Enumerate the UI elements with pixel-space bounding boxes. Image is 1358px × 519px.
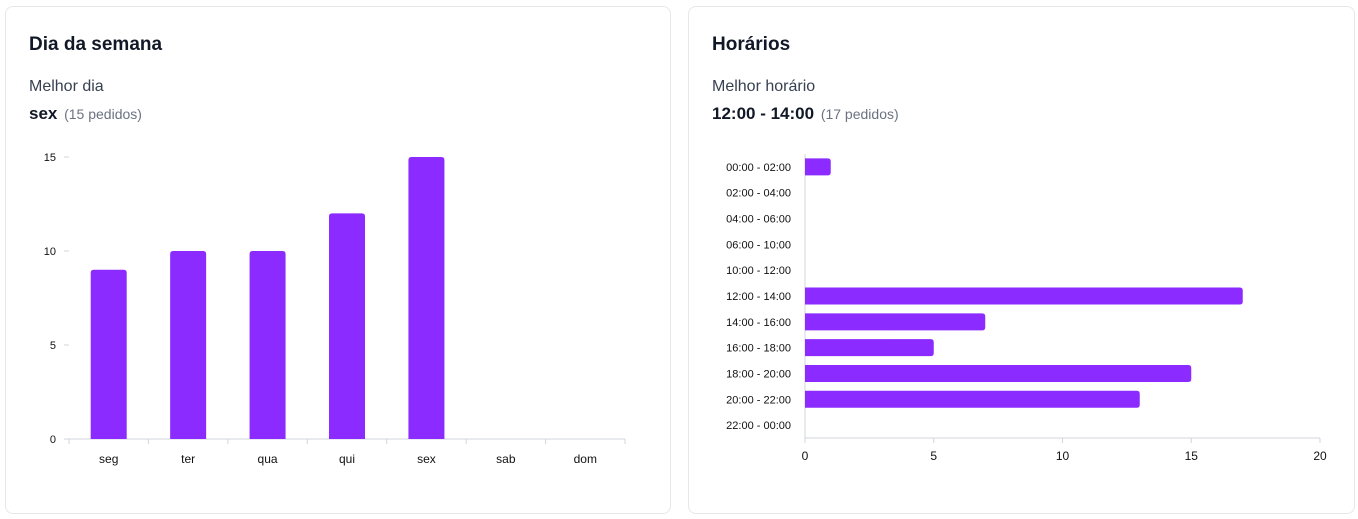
bar-hour bbox=[805, 364, 1192, 382]
y-axis-tick-label: 5 bbox=[50, 340, 56, 352]
bar-hour bbox=[805, 339, 934, 357]
best-day-count: (15 pedidos) bbox=[64, 106, 142, 122]
x-axis-tick-label: 10 bbox=[1056, 449, 1070, 463]
x-axis-tick-label: 0 bbox=[802, 449, 809, 463]
hours-card-title: Horários bbox=[712, 34, 791, 55]
y-axis-tick-label: 15 bbox=[44, 152, 56, 164]
best-day-value: sex (15 pedidos) bbox=[29, 104, 142, 124]
x-axis-tick-label: qua bbox=[258, 452, 278, 466]
y-axis-tick-label: 16:00 - 18:00 bbox=[726, 343, 791, 355]
bar-qui bbox=[329, 213, 365, 439]
bar-hour bbox=[805, 158, 831, 176]
bar-qua bbox=[249, 251, 286, 439]
y-axis-tick-label: 12:00 - 14:00 bbox=[726, 291, 791, 303]
x-axis-tick-label: qui bbox=[339, 452, 355, 466]
x-axis-tick-label: 15 bbox=[1185, 449, 1199, 463]
best-hour-value: 12:00 - 14:00 (17 pedidos) bbox=[712, 104, 899, 124]
hours-card: Horários Melhor horário 12:00 - 14:00 (1… bbox=[688, 6, 1355, 514]
x-axis-tick-label: 20 bbox=[1313, 449, 1327, 463]
days-bar-chart: 0 5 10 15 seg ter qua qui sex sab dom bbox=[44, 152, 626, 466]
y-axis-tick-label: 02:00 - 04:00 bbox=[726, 188, 791, 200]
days-card: Dia da semana Melhor dia sex (15 pedidos… bbox=[5, 6, 671, 514]
x-axis-tick-label: seg bbox=[99, 452, 118, 466]
x-axis-tick-label: 5 bbox=[930, 449, 937, 463]
x-axis-tick-label: dom bbox=[574, 452, 597, 466]
best-hour-range: 12:00 - 14:00 bbox=[712, 104, 815, 123]
y-axis-tick-label: 00:00 - 02:00 bbox=[726, 162, 791, 174]
bar-hour bbox=[805, 313, 986, 331]
bar-hour bbox=[805, 390, 1140, 408]
y-axis-tick-label: 0 bbox=[50, 434, 56, 446]
x-axis-tick-label: sex bbox=[417, 452, 436, 466]
best-day-label: Melhor dia bbox=[29, 78, 104, 95]
best-hour-label: Melhor horário bbox=[712, 78, 816, 95]
bar-hour bbox=[805, 287, 1243, 305]
y-axis-tick-label: 04:00 - 06:00 bbox=[726, 214, 791, 226]
x-axis-tick-label: sab bbox=[496, 452, 516, 466]
hours-bar-chart: 0 5 10 15 20 00:00 - 02:00 02:00 - 04:00 04:00 … bbox=[726, 154, 1327, 463]
x-axis-tick-label: ter bbox=[181, 452, 195, 466]
y-axis-tick-label: 10 bbox=[44, 246, 56, 258]
y-axis-tick-label: 22:00 - 00:00 bbox=[726, 420, 791, 432]
y-axis-tick-label: 14:00 - 16:00 bbox=[726, 317, 791, 329]
bar-ter bbox=[170, 251, 207, 439]
days-card-title: Dia da semana bbox=[29, 34, 163, 55]
y-axis-tick-label: 10:00 - 12:00 bbox=[726, 265, 791, 277]
best-day-name: sex bbox=[29, 104, 58, 123]
y-axis-tick-label: 18:00 - 20:00 bbox=[726, 368, 791, 380]
y-axis-tick-label: 20:00 - 22:00 bbox=[726, 394, 791, 406]
best-hour-count: (17 pedidos) bbox=[820, 106, 899, 122]
y-axis-tick-label: 06:00 - 10:00 bbox=[726, 239, 791, 251]
bar-sex bbox=[408, 157, 445, 439]
bar-seg bbox=[90, 269, 127, 439]
